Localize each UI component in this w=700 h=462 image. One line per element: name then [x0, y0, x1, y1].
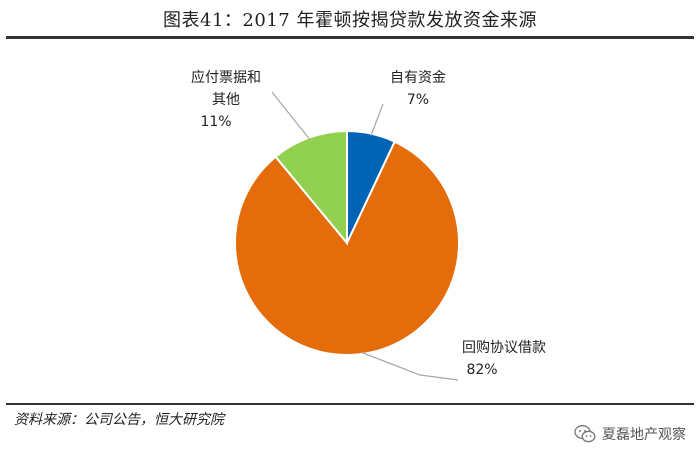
slice-percent-label: 82%	[466, 362, 497, 378]
slice-label: 自有资金	[390, 70, 446, 86]
leader-line	[271, 91, 311, 140]
leader-line	[360, 351, 459, 381]
pie-slice	[274, 129, 348, 246]
slice-percent-label: 11%	[200, 114, 231, 130]
footer-rule	[6, 403, 694, 405]
chart-title: 图表41：2017 年霍顿按揭贷款发放资金来源	[163, 10, 537, 31]
watermark-text: 夏磊地产观察	[602, 427, 686, 443]
title-underline	[6, 36, 694, 39]
wechat-icon	[574, 425, 596, 443]
slice-percent-label: 7%	[407, 92, 429, 108]
leader-line	[370, 103, 384, 136]
source-note: 资料来源：公司公告，恒大研究院	[14, 412, 224, 428]
pie-slice	[234, 140, 460, 356]
slice-label: 回购协议借款	[462, 340, 546, 356]
slice-label: 应付票据和	[191, 69, 261, 86]
slice-label: 其他	[212, 92, 240, 108]
watermark: 夏磊地产观察	[574, 424, 686, 444]
